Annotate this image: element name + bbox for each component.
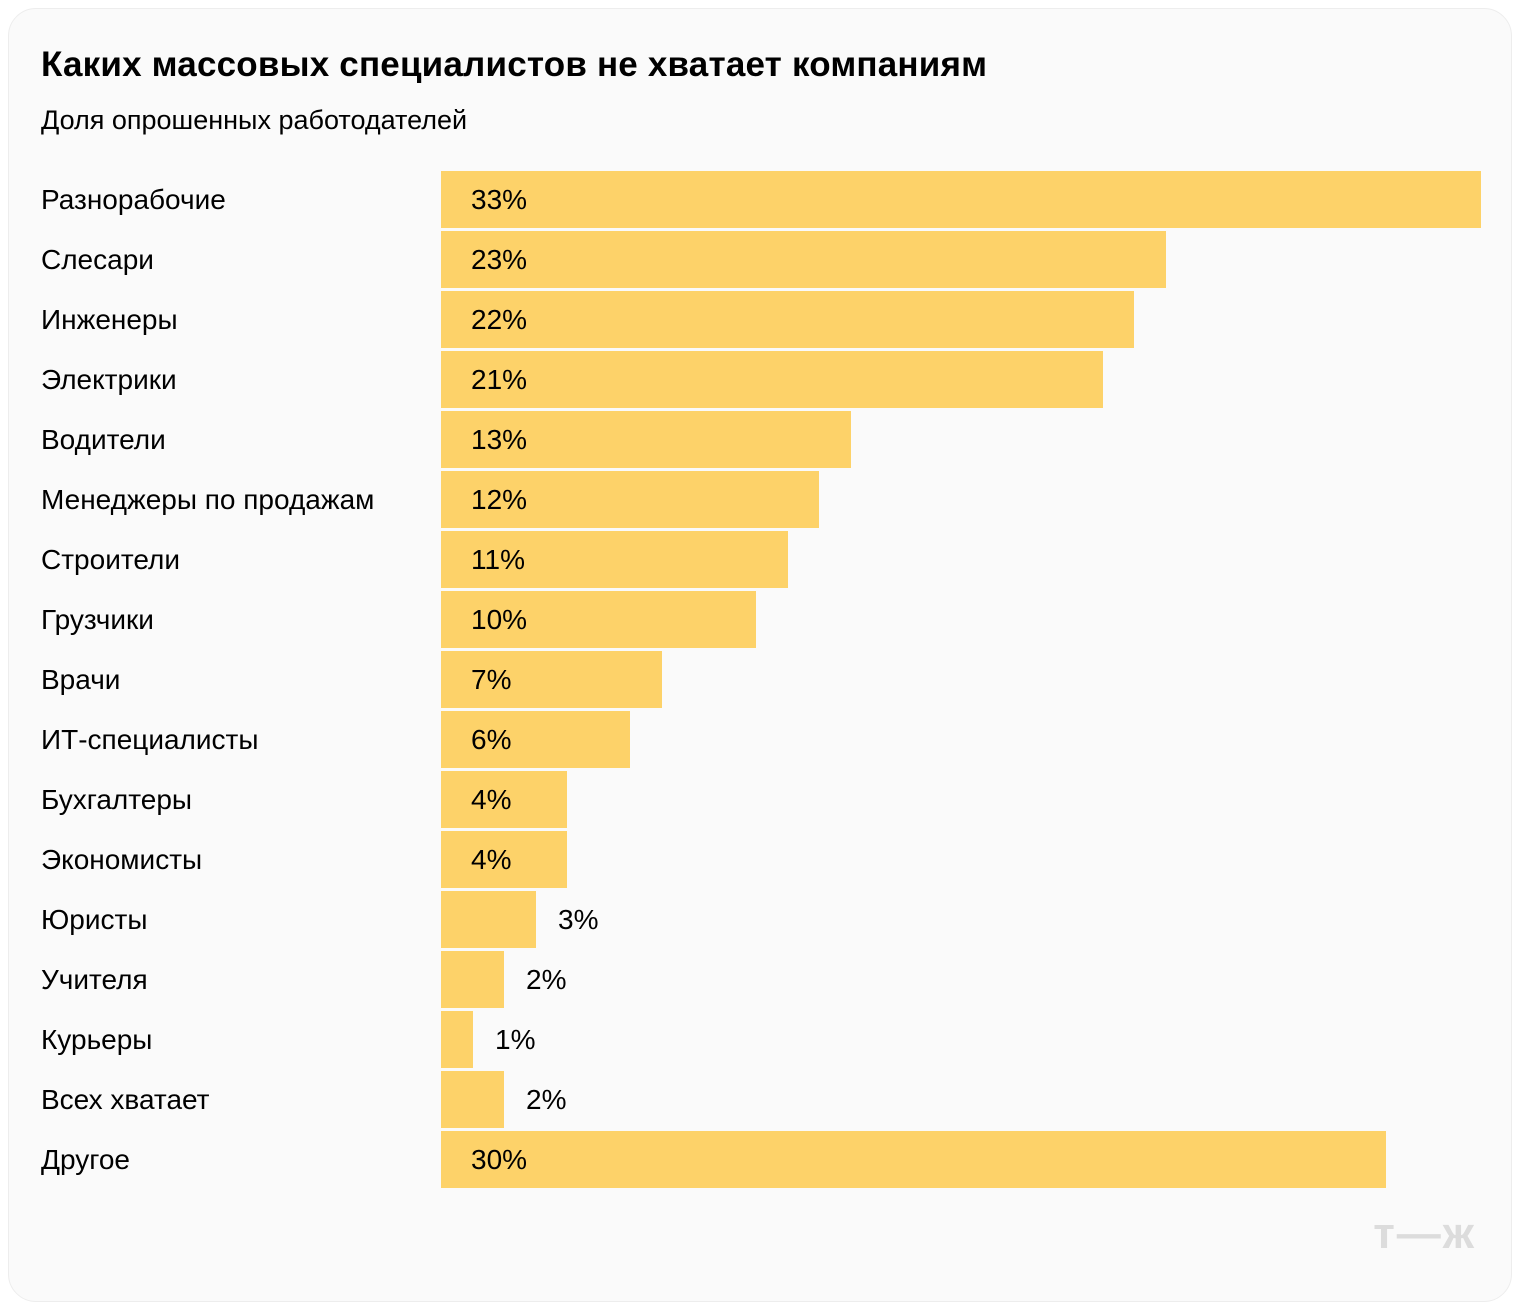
category-label: Экономисты: [41, 844, 203, 875]
chart-row: Электрики 21%: [9, 351, 1511, 408]
value-label: 6%: [471, 724, 512, 755]
bar: [441, 531, 788, 588]
category-label: Юристы: [41, 904, 148, 935]
bar: [441, 171, 1481, 228]
category-label: Учителя: [41, 964, 148, 995]
category-label: Курьеры: [41, 1024, 153, 1055]
bar: [441, 831, 567, 888]
category-label: Менеджеры по продажам: [41, 484, 375, 515]
category-label: Инженеры: [41, 304, 178, 335]
chart-row: Юристы 3%: [9, 891, 1511, 948]
category-label: Слесари: [41, 244, 154, 275]
bar: [441, 351, 1103, 408]
value-label: 2%: [526, 1084, 567, 1115]
chart-row: Другое 30%: [9, 1131, 1511, 1188]
chart-row: Экономисты 4%: [9, 831, 1511, 888]
chart-row: Учителя 2%: [9, 951, 1511, 1008]
bar: [441, 771, 567, 828]
tj-logo: т—ж: [1373, 1209, 1476, 1258]
chart-row: Слесари 23%: [9, 231, 1511, 288]
value-label: 30%: [471, 1144, 528, 1175]
bar: [441, 651, 662, 708]
value-label: 23%: [471, 244, 528, 275]
bar: [441, 231, 1166, 288]
chart-row: Строители 11%: [9, 531, 1511, 588]
bar: [441, 291, 1134, 348]
chart-row: Водители 13%: [9, 411, 1511, 468]
chart-row: Инженеры 22%: [9, 291, 1511, 348]
value-label: 1%: [495, 1024, 536, 1055]
chart-card: Каких массовых специалистов не хватает к…: [8, 8, 1512, 1302]
bar: [441, 951, 504, 1008]
chart-row: Врачи 7%: [9, 651, 1511, 708]
bar: [441, 471, 819, 528]
category-label: Электрики: [41, 364, 177, 395]
chart-subtitle: Доля опрошенных работодателей: [41, 105, 468, 135]
value-label: 3%: [558, 904, 599, 935]
bar-chart: Разнорабочие 33% Слесари 23% Инженеры 22% Элек…: [9, 171, 1511, 1191]
bar: [441, 411, 851, 468]
bar: [441, 891, 536, 948]
category-label: Другое: [41, 1144, 130, 1175]
value-label: 10%: [471, 604, 528, 635]
category-label: Всех хватает: [41, 1084, 210, 1115]
chart-row: Менеджеры по продажам 12%: [9, 471, 1511, 528]
category-label: Строители: [41, 544, 180, 575]
bar: [441, 1011, 473, 1068]
chart-row: Грузчики 10%: [9, 591, 1511, 648]
chart-row: Всех хватает 2%: [9, 1071, 1511, 1128]
value-label: 4%: [471, 784, 512, 815]
category-label: ИТ-специалисты: [41, 724, 259, 755]
value-label: 13%: [471, 424, 528, 455]
value-label: 22%: [471, 304, 528, 335]
value-label: 4%: [471, 844, 512, 875]
chart-row: Бухгалтеры 4%: [9, 771, 1511, 828]
category-label: Врачи: [41, 664, 121, 695]
value-label: 33%: [471, 184, 528, 215]
chart-title: Каких массовых специалистов не хватает к…: [41, 45, 988, 84]
bar: [441, 591, 756, 648]
bar: [441, 1131, 1386, 1188]
bar: [441, 1071, 504, 1128]
category-label: Бухгалтеры: [41, 784, 193, 815]
bar: [441, 711, 630, 768]
value-label: 2%: [526, 964, 567, 995]
category-label: Разнорабочие: [41, 184, 226, 215]
value-label: 21%: [471, 364, 528, 395]
chart-row: Курьеры 1%: [9, 1011, 1511, 1068]
value-label: 7%: [471, 664, 512, 695]
chart-row: ИТ-специалисты 6%: [9, 711, 1511, 768]
category-label: Грузчики: [41, 604, 154, 635]
value-label: 12%: [471, 484, 528, 515]
chart-row: Разнорабочие 33%: [9, 171, 1511, 228]
category-label: Водители: [41, 424, 166, 455]
value-label: 11%: [471, 544, 525, 575]
